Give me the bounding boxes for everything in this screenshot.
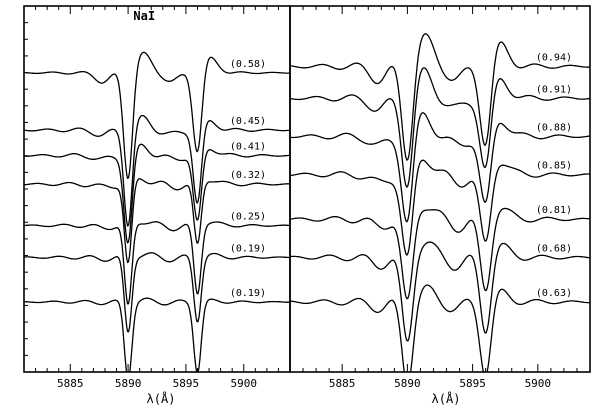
spectrum-line bbox=[24, 143, 290, 244]
spectrum-line bbox=[290, 112, 590, 223]
panel-left: 5885 5890 5895 5900 λ(Å) NaI (0.58) (0.45) (0.41… bbox=[23, 5, 291, 406]
chart-title: NaI bbox=[133, 9, 155, 23]
spectrum-line bbox=[290, 159, 590, 256]
series-label: (0.81) bbox=[536, 205, 572, 216]
series-label: (0.91) bbox=[536, 84, 572, 95]
series-label: (0.45) bbox=[230, 116, 266, 127]
series-label: (0.58) bbox=[230, 59, 266, 70]
panel-right: 5885 5890 5895 5900 λ(Å) (0.94) (0.91) (0.88) (0… bbox=[289, 5, 591, 406]
series-label: (0.25) bbox=[230, 212, 266, 223]
x-axis-label: λ(Å) bbox=[432, 391, 461, 406]
x-tick-label: 5895 bbox=[459, 377, 486, 390]
spectrum-line bbox=[290, 284, 590, 372]
series-label: (0.68) bbox=[536, 243, 572, 254]
series-label: (0.19) bbox=[230, 243, 266, 254]
x-tick-label: 5900 bbox=[230, 377, 257, 390]
spectrum-line bbox=[24, 221, 290, 305]
plot-frame bbox=[289, 5, 591, 373]
x-tick-label: 5890 bbox=[394, 377, 421, 390]
spectrum-line bbox=[290, 207, 590, 300]
x-tick-label: 5885 bbox=[57, 377, 84, 390]
series-label: (0.41) bbox=[230, 142, 266, 153]
spectrum-line bbox=[24, 178, 290, 264]
x-axis-label: λ(Å) bbox=[147, 391, 176, 406]
spectrum-line bbox=[24, 114, 290, 227]
x-tick-label: 5890 bbox=[115, 377, 142, 390]
x-tick-label: 5885 bbox=[329, 377, 356, 390]
series-label: (0.94) bbox=[536, 52, 572, 63]
spectrum-line bbox=[24, 252, 290, 333]
series-label: (0.88) bbox=[536, 122, 572, 133]
x-tick-label: 5895 bbox=[173, 377, 200, 390]
x-tick-label: 5900 bbox=[525, 377, 552, 390]
series-label: (0.19) bbox=[230, 288, 266, 299]
spectrum-line bbox=[290, 33, 590, 161]
spectrum-line bbox=[290, 241, 590, 342]
spectrum-line bbox=[290, 67, 590, 188]
spectrum-line bbox=[24, 51, 290, 179]
series-label: (0.63) bbox=[536, 288, 572, 299]
series-label: (0.85) bbox=[536, 161, 572, 172]
spectrum-line bbox=[24, 297, 290, 372]
series-label: (0.32) bbox=[230, 170, 266, 181]
